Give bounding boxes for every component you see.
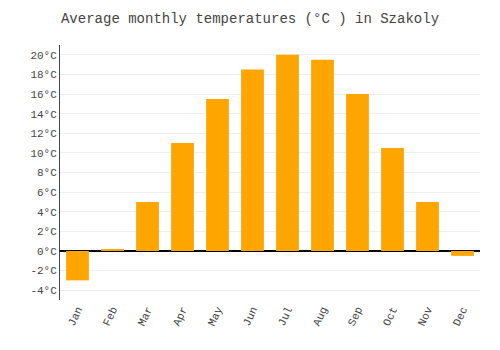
svg-text:Oct: Oct bbox=[381, 305, 400, 328]
svg-text:Jul: Jul bbox=[276, 305, 295, 328]
svg-text:Aug: Aug bbox=[311, 305, 330, 328]
svg-text:2°C: 2°C bbox=[37, 226, 57, 238]
svg-text:6°C: 6°C bbox=[37, 187, 57, 199]
svg-text:-4°C: -4°C bbox=[30, 285, 57, 297]
svg-text:Feb: Feb bbox=[101, 305, 120, 328]
svg-text:0°C: 0°C bbox=[37, 246, 57, 258]
svg-text:Mar: Mar bbox=[136, 305, 155, 328]
svg-text:10°C: 10°C bbox=[30, 148, 57, 160]
svg-text:8°C: 8°C bbox=[37, 167, 57, 179]
svg-text:Sep: Sep bbox=[346, 305, 365, 328]
svg-text:Nov: Nov bbox=[416, 305, 435, 328]
svg-text:Jun: Jun bbox=[241, 305, 260, 328]
svg-text:16°C: 16°C bbox=[30, 89, 57, 101]
svg-text:Jan: Jan bbox=[66, 305, 85, 328]
svg-text:12°C: 12°C bbox=[30, 128, 57, 140]
svg-text:Apr: Apr bbox=[171, 305, 190, 328]
svg-text:-2°C: -2°C bbox=[30, 265, 57, 277]
svg-text:18°C: 18°C bbox=[30, 69, 57, 81]
svg-text:14°C: 14°C bbox=[30, 109, 57, 121]
svg-text:4°C: 4°C bbox=[37, 207, 57, 219]
svg-text:Dec: Dec bbox=[451, 305, 470, 328]
svg-text:20°C: 20°C bbox=[30, 50, 57, 62]
svg-text:May: May bbox=[206, 305, 225, 328]
svg-text:Average monthly temperatures (: Average monthly temperatures (°C ) in Sz… bbox=[61, 11, 439, 27]
